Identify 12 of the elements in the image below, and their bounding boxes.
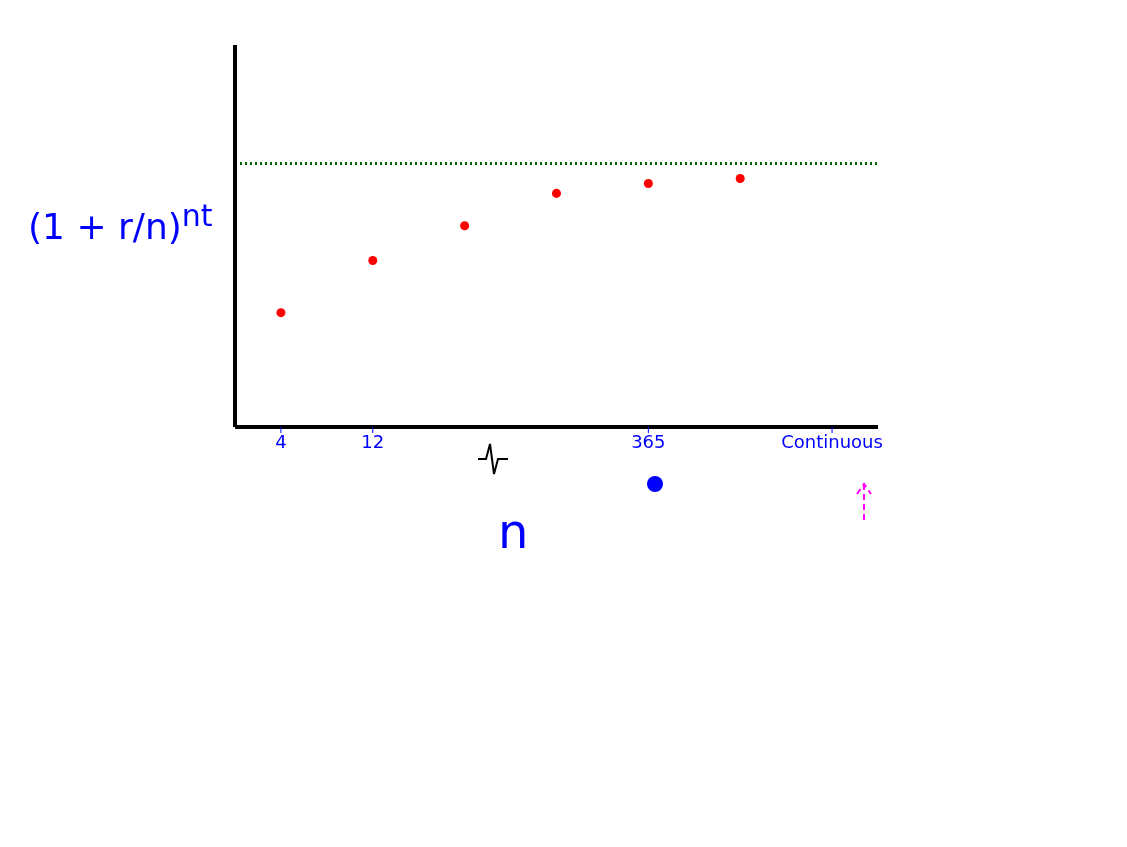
x-tick-label: Continuous — [781, 430, 883, 452]
y-axis-title: (1 + r/n)$^{nt}$ — [28, 198, 213, 247]
point — [643, 178, 653, 188]
point — [368, 255, 378, 265]
point — [551, 188, 562, 198]
x-tick-label: 4 — [275, 430, 287, 452]
x-tick-label: 12 — [361, 430, 385, 452]
x-axis-title: n — [498, 503, 529, 559]
point — [276, 308, 286, 318]
point — [735, 173, 745, 183]
x-tick-label: 365 — [631, 430, 666, 452]
point — [460, 221, 470, 231]
